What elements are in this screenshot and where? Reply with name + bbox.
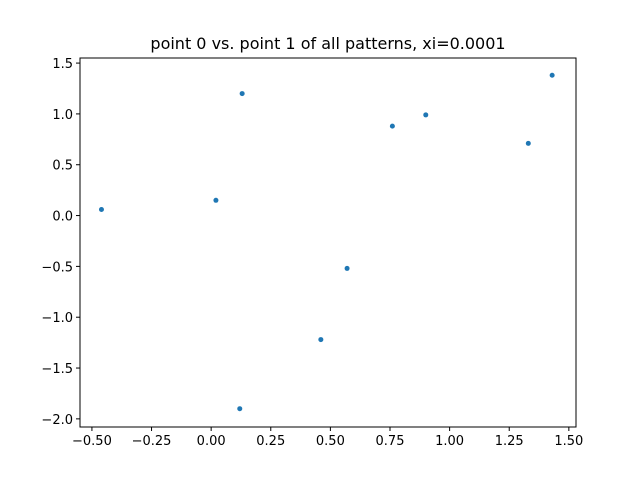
y-tick-label: −1.0 xyxy=(41,311,73,326)
y-tick-label: −1.5 xyxy=(41,362,73,377)
data-point xyxy=(525,140,531,146)
y-tick-label: −2.0 xyxy=(41,413,73,428)
plot-area-frame xyxy=(79,57,577,428)
x-tick-label: 0.25 xyxy=(256,434,285,449)
data-point xyxy=(389,123,395,129)
x-tick-label: 0.00 xyxy=(197,434,226,449)
x-tick-label: 1.50 xyxy=(554,434,583,449)
y-axis-ticks: −2.0 −1.5 −1.0 −0.5 0.0 0.5 1.0 1.5 xyxy=(41,57,80,428)
chart-title: point 0 vs. point 1 of all patterns, xi=… xyxy=(150,34,505,53)
data-point xyxy=(344,265,350,271)
x-tick-label: 0.50 xyxy=(316,434,345,449)
x-axis-ticks: −0.50 −0.25 0.00 0.25 0.50 0.75 1.00 1.25 1.50 xyxy=(72,427,583,449)
data-point xyxy=(423,112,429,118)
x-tick-label: 1.25 xyxy=(495,434,524,449)
data-point xyxy=(98,206,104,212)
y-tick-label: 0.0 xyxy=(52,210,73,225)
x-tick-label: −0.25 xyxy=(132,434,172,449)
data-point xyxy=(213,197,219,203)
x-tick-label: −0.50 xyxy=(72,434,112,449)
x-tick-label: 0.75 xyxy=(376,434,405,449)
data-points xyxy=(98,72,555,412)
data-point xyxy=(318,337,324,343)
data-point xyxy=(239,91,245,97)
data-point xyxy=(549,72,555,78)
y-tick-label: 1.5 xyxy=(52,57,73,72)
data-point xyxy=(237,406,243,412)
y-tick-label: 0.5 xyxy=(52,159,73,174)
y-tick-label: 1.0 xyxy=(52,108,73,123)
y-tick-label: −0.5 xyxy=(41,260,73,275)
x-tick-label: 1.00 xyxy=(435,434,464,449)
